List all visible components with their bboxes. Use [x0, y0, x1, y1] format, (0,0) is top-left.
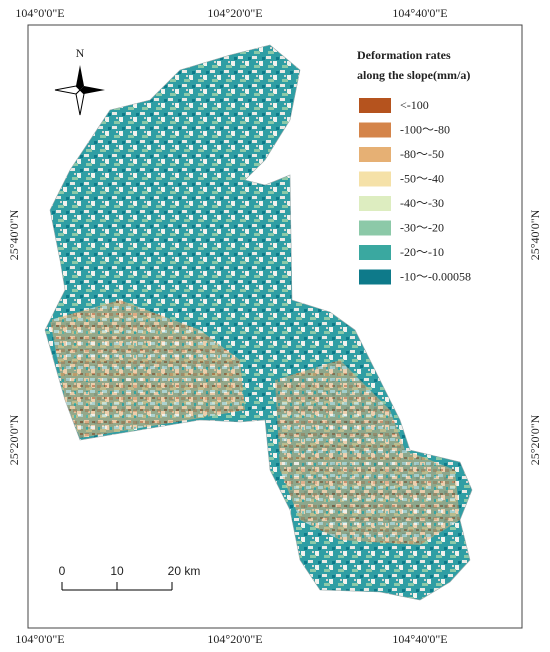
legend-label: -50～-40: [400, 171, 444, 185]
lat-label: 25°40'0"N: [528, 209, 542, 260]
legend-title: Deformation rates: [357, 48, 451, 62]
lat-label: 25°40'0"N: [7, 209, 21, 260]
region-warm: [50, 300, 245, 438]
legend-swatch: [359, 196, 391, 211]
north-label: N: [76, 46, 85, 60]
legend-swatch: [359, 171, 391, 187]
legend-title: along the slope(mm/a): [357, 68, 470, 82]
lon-label: 104°0'0"E: [15, 6, 64, 20]
scale-bar: [61, 582, 173, 591]
legend-label: -10～-0.00058: [400, 269, 471, 283]
legend-label: -100～-80: [400, 122, 450, 136]
scale-label: 10: [110, 564, 124, 578]
legend-label: -30～-20: [400, 220, 444, 234]
north-arrow: N: [54, 46, 105, 116]
legend-swatch: [359, 122, 391, 138]
scale-label: 20 km: [168, 564, 201, 578]
lat-label: 25°20'0"N: [528, 414, 542, 465]
lon-label: 104°40'0"E: [392, 632, 447, 646]
lat-label: 25°20'0"N: [7, 414, 21, 465]
legend-swatch: [359, 147, 391, 162]
map-frame: [27, 24, 523, 629]
lon-label: 104°40'0"E: [392, 6, 447, 20]
legend-label: -20～-10: [400, 245, 444, 259]
lon-label: 104°20'0"E: [207, 6, 262, 20]
scale-label: 0: [59, 564, 66, 578]
legend-swatch: [359, 98, 391, 113]
lon-label: 104°0'0"E: [15, 632, 64, 646]
lon-label: 104°20'0"E: [207, 632, 262, 646]
legend-label: -40～-30: [400, 196, 444, 210]
legend-label: <-100: [400, 98, 429, 112]
legend-swatch: [359, 220, 391, 236]
legend-swatch: [359, 245, 391, 260]
legend-label: -80～-50: [400, 147, 444, 161]
region-warm: [275, 360, 460, 545]
legend-swatch: [359, 269, 391, 285]
